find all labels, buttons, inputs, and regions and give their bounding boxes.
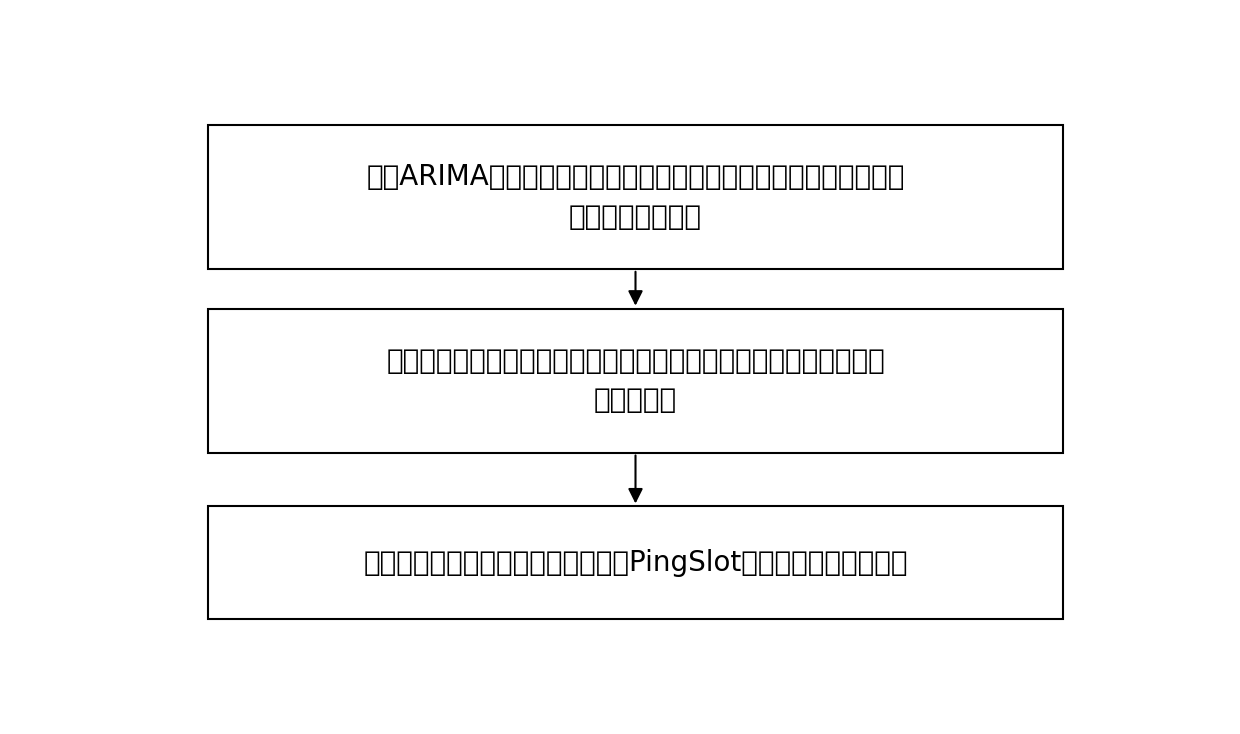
Text: 行通信量预测值；: 行通信量预测值； (569, 203, 702, 230)
Bar (208, 125, 1063, 269)
Bar (208, 308, 1063, 453)
Text: 量预测值；: 量预测值； (594, 386, 677, 414)
Text: 根据该最终的下行通信量预测值确定PingSlot个数和补偿上行个数。: 根据该最终的下行通信量预测值确定PingSlot个数和补偿上行个数。 (363, 549, 908, 577)
Text: 基于ARIMA模型，得到不同长度的下行数据量时间序列对应的若干下: 基于ARIMA模型，得到不同长度的下行数据量时间序列对应的若干下 (366, 163, 905, 191)
Text: 对这若干个下行通信量预测值进行加权平均计算得到最终的下行通信: 对这若干个下行通信量预测值进行加权平均计算得到最终的下行通信 (386, 346, 885, 375)
Bar (208, 506, 1063, 619)
